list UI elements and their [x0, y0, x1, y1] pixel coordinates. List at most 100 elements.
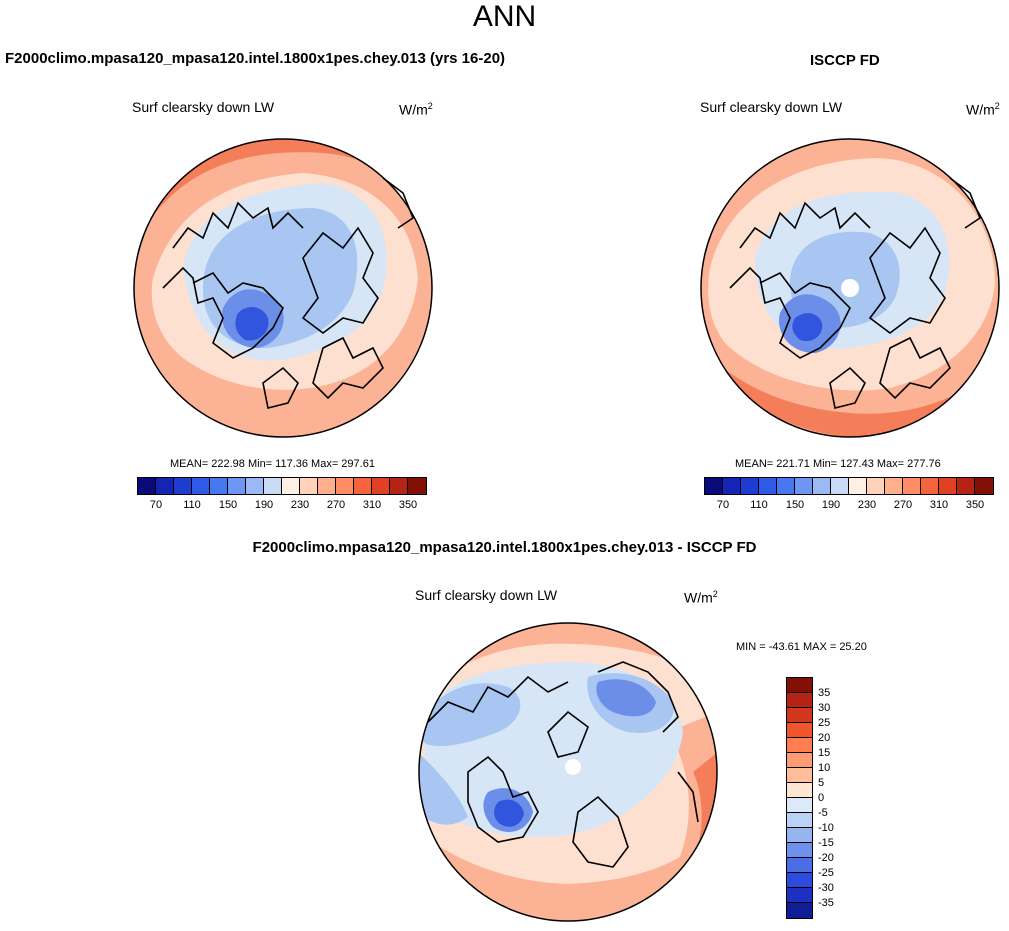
colorbar-swatch [787, 888, 812, 903]
colorbar-swatch [787, 708, 812, 723]
colorbar-tick-label: 350 [398, 499, 418, 511]
colorbar-tick-label: 70 [149, 499, 163, 511]
panel-diff-colorbar [786, 677, 813, 919]
colorbar-swatch [372, 478, 390, 494]
colorbar-swatch [192, 478, 210, 494]
colorbar-tick-label: 230 [290, 499, 310, 511]
colorbar-swatch [787, 738, 812, 753]
panel-model-stats: MEAN= 222.98 Min= 117.36 Max= 297.61 [170, 458, 375, 470]
colorbar-tick-label: 230 [857, 499, 877, 511]
panel-model-colorbar [137, 477, 427, 495]
colorbar-swatch [787, 693, 812, 708]
colorbar-tick-label: 15 [818, 747, 831, 759]
panel-obs-variable-label: Surf clearsky down LW [700, 99, 843, 115]
colorbar-swatch [156, 478, 174, 494]
colorbar-swatch [210, 478, 228, 494]
colorbar-swatch [354, 478, 372, 494]
colorbar-swatch [787, 768, 812, 783]
colorbar-tick-label: 190 [821, 499, 841, 511]
panel-model-polar-map [133, 138, 433, 438]
colorbar-swatch [741, 478, 759, 494]
colorbar-tick-label: 270 [893, 499, 913, 511]
panel-diff-variable-label: Surf clearsky down LW [415, 587, 558, 603]
colorbar-swatch [336, 478, 354, 494]
colorbar-swatch [831, 478, 849, 494]
colorbar-tick-label: 30 [818, 702, 831, 714]
colorbar-swatch [885, 478, 903, 494]
colorbar-tick-label: 25 [818, 717, 831, 729]
panel-diff-units: W/m2 [684, 589, 718, 606]
colorbar-swatch [787, 828, 812, 843]
colorbar-swatch [787, 678, 812, 693]
colorbar-tick-label: 5 [818, 777, 825, 789]
colorbar-swatch [759, 478, 777, 494]
panel-obs-colorbar-ticks: 70 110 150 190 230 270 310 350 [704, 499, 994, 513]
colorbar-swatch [282, 478, 300, 494]
panel-obs-title: ISCCP FD [810, 52, 880, 69]
colorbar-tick-label: 20 [818, 732, 831, 744]
colorbar-tick-label: 310 [362, 499, 382, 511]
colorbar-tick-label: 10 [818, 762, 831, 774]
colorbar-swatch [777, 478, 795, 494]
colorbar-swatch [408, 478, 426, 494]
colorbar-tick-label: 190 [254, 499, 274, 511]
colorbar-tick-label: 110 [183, 499, 201, 511]
colorbar-swatch [787, 903, 812, 918]
colorbar-swatch [264, 478, 282, 494]
colorbar-tick-label: -25 [818, 867, 834, 879]
colorbar-swatch [903, 478, 921, 494]
colorbar-swatch [787, 783, 812, 798]
colorbar-swatch [975, 478, 993, 494]
colorbar-tick-label: -20 [818, 852, 834, 864]
colorbar-swatch [787, 858, 812, 873]
colorbar-swatch [705, 478, 723, 494]
panel-model-variable-label: Surf clearsky down LW [132, 99, 275, 115]
colorbar-swatch [318, 478, 336, 494]
colorbar-swatch [787, 723, 812, 738]
panel-model-colorbar-ticks: 70 110 150 190 230 270 310 350 [137, 499, 427, 513]
colorbar-tick-label: -10 [818, 822, 834, 834]
colorbar-swatch [723, 478, 741, 494]
colorbar-tick-label: 70 [716, 499, 730, 511]
page-title: ANN [472, 0, 537, 33]
colorbar-swatch [957, 478, 975, 494]
panel-model-title: F2000climo.mpasa120_mpasa120.intel.1800x… [5, 50, 506, 67]
colorbar-tick-label: 150 [218, 499, 238, 511]
panel-diff-stats: MIN = -43.61 MAX = 25.20 [736, 641, 867, 653]
colorbar-swatch [787, 843, 812, 858]
panel-model-units: W/m2 [399, 101, 433, 118]
colorbar-tick-label: 150 [785, 499, 805, 511]
colorbar-tick-label: 35 [818, 687, 831, 699]
colorbar-swatch [849, 478, 867, 494]
colorbar-swatch [795, 478, 813, 494]
colorbar-swatch [300, 478, 318, 494]
panel-diff-polar-map [418, 622, 718, 922]
colorbar-tick-label: -35 [818, 897, 834, 909]
panel-obs-colorbar [704, 477, 994, 495]
panel-obs-units: W/m2 [966, 101, 1000, 118]
panel-diff-title: F2000climo.mpasa120_mpasa120.intel.1800x… [252, 539, 757, 556]
colorbar-tick-label: 310 [929, 499, 949, 511]
colorbar-tick-label: 110 [750, 499, 768, 511]
colorbar-swatch [787, 813, 812, 828]
colorbar-swatch [390, 478, 408, 494]
colorbar-swatch [787, 753, 812, 768]
panel-diff-colorbar-ticks: 35 30 25 20 15 10 5 0 -5 -10 -15 -20 -25 -30 -35 [818, 677, 858, 919]
colorbar-swatch [787, 798, 812, 813]
colorbar-tick-label: -30 [818, 882, 834, 894]
colorbar-swatch [921, 478, 939, 494]
colorbar-swatch [228, 478, 246, 494]
colorbar-swatch [246, 478, 264, 494]
colorbar-swatch [174, 478, 192, 494]
colorbar-swatch [939, 478, 957, 494]
panel-obs-polar-map [700, 138, 1000, 438]
colorbar-swatch [867, 478, 885, 494]
colorbar-tick-label: 350 [965, 499, 985, 511]
colorbar-swatch [787, 873, 812, 888]
colorbar-tick-label: 0 [818, 792, 825, 804]
colorbar-swatch [813, 478, 831, 494]
panel-obs-stats: MEAN= 221.71 Min= 127.43 Max= 277.76 [735, 458, 941, 470]
colorbar-tick-label: -15 [818, 837, 834, 849]
colorbar-tick-label: 270 [326, 499, 346, 511]
colorbar-swatch [138, 478, 156, 494]
